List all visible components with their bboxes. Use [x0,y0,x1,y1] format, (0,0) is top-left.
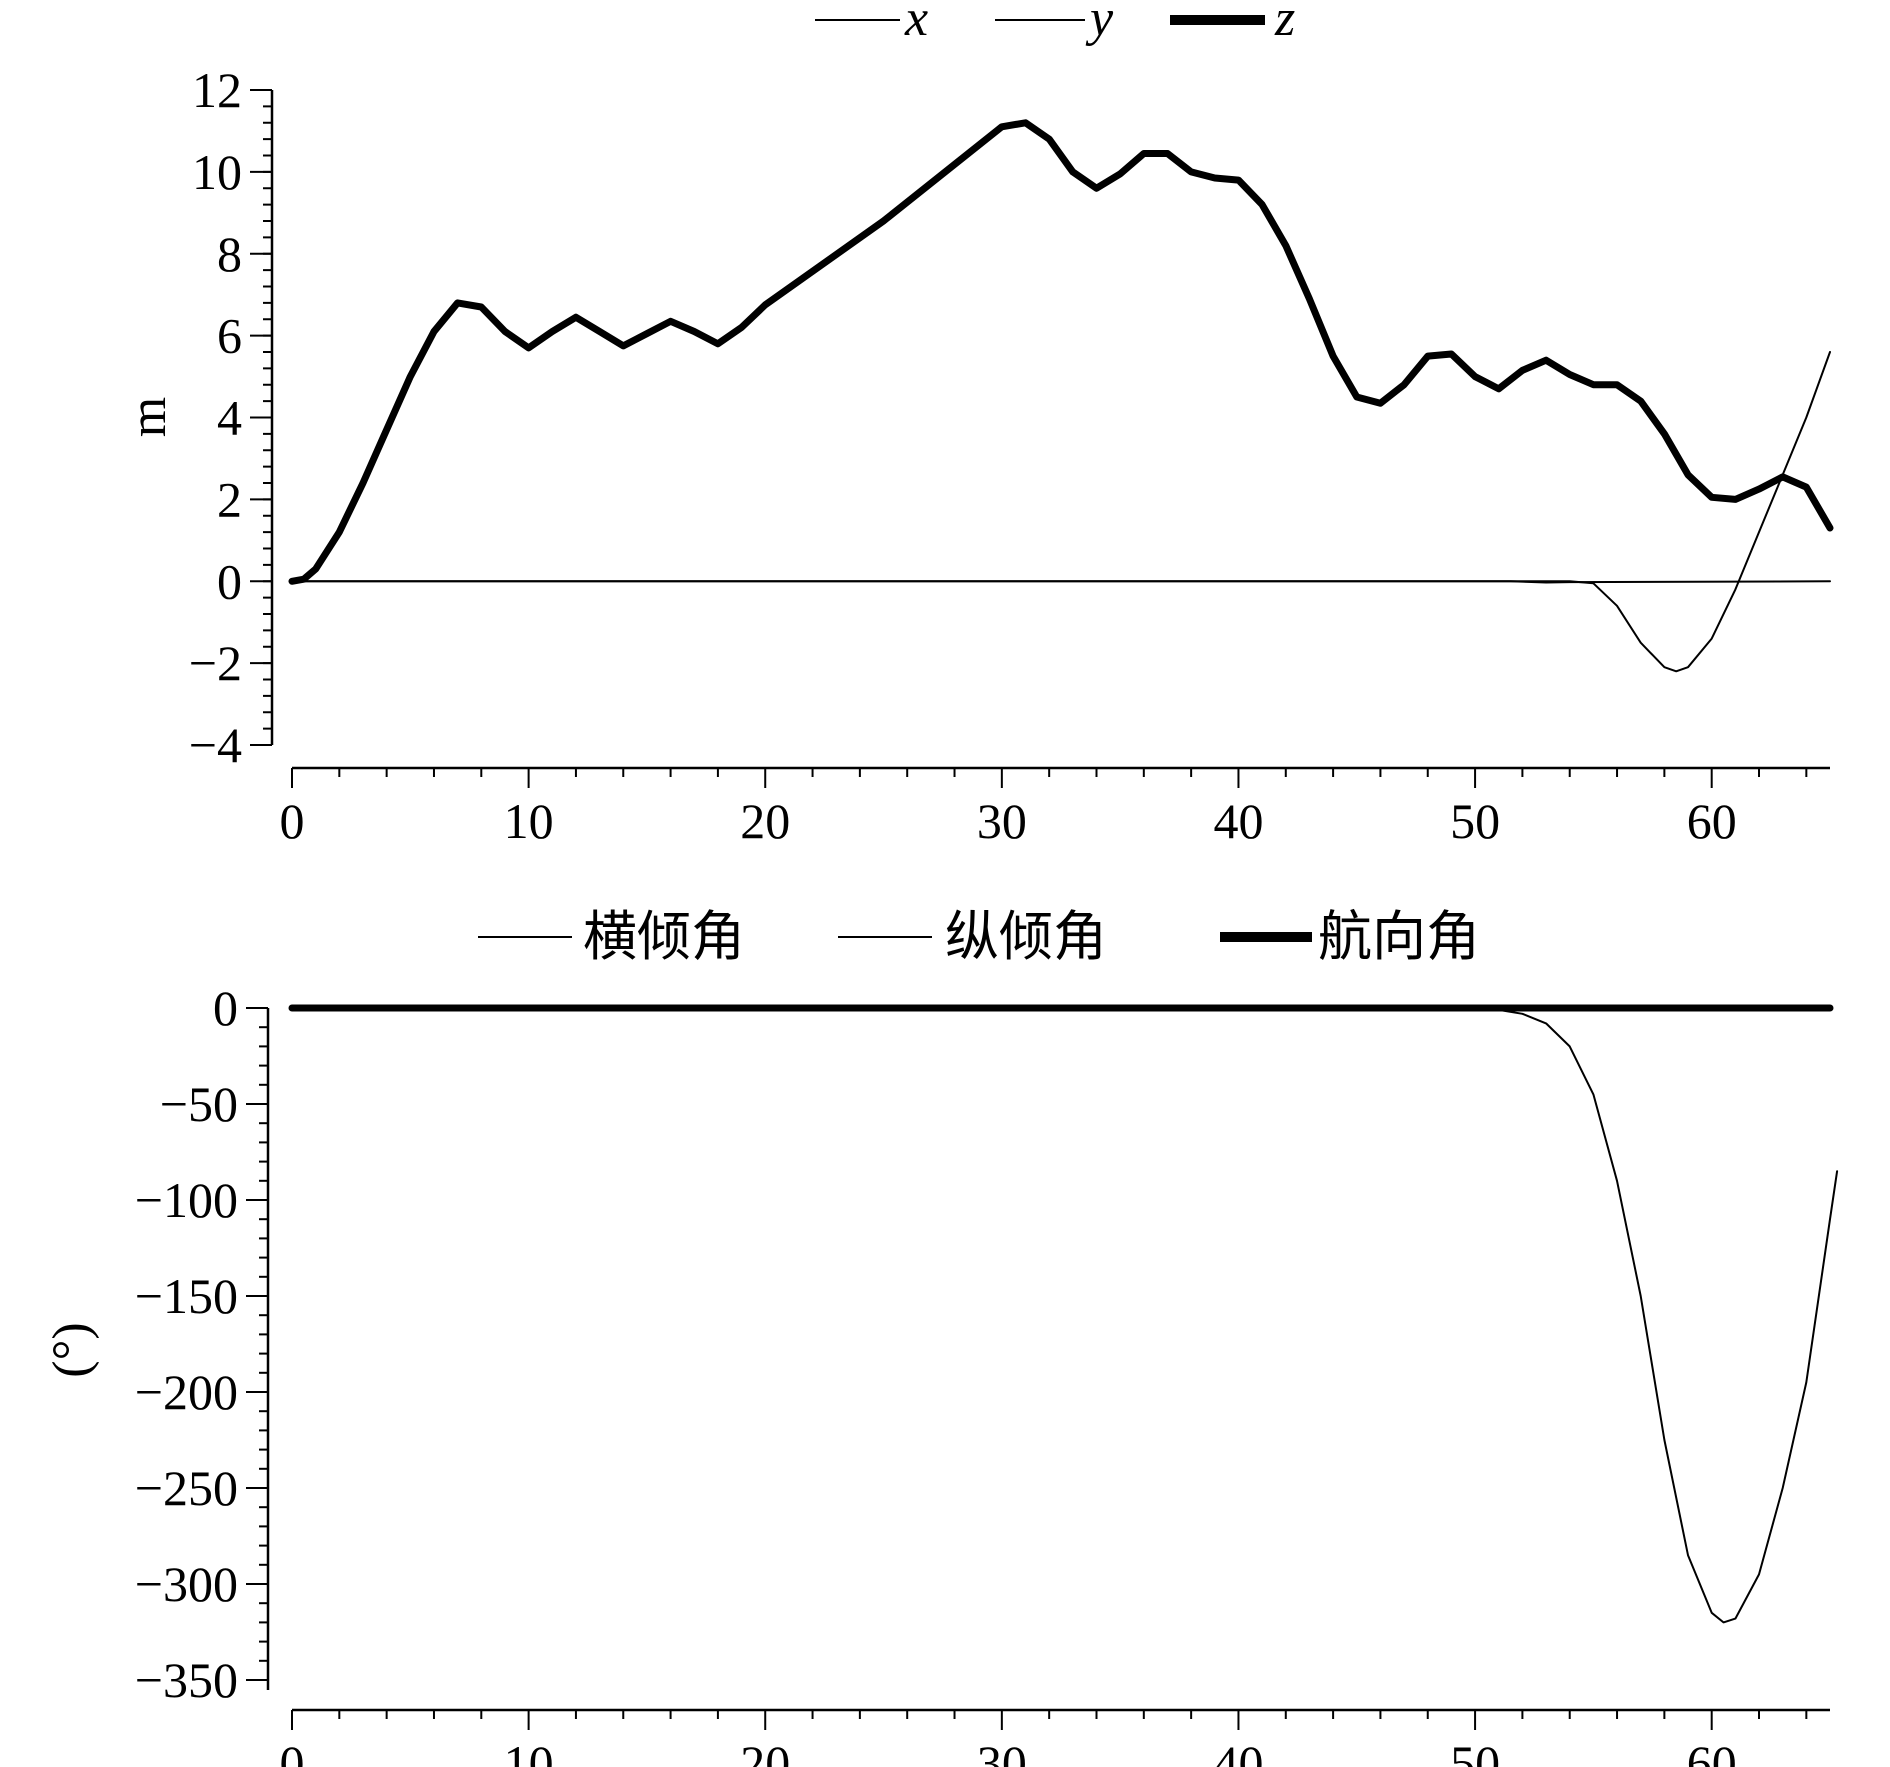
bottom-series-group [288,1004,1839,1624]
x-tick-label: 0 [280,1735,305,1767]
y-tick-label: 8 [217,226,242,282]
x-tick-label: 10 [504,1735,554,1767]
y-tick-label: 2 [217,471,242,527]
y-tick-label: 6 [217,308,242,364]
top-series-line [291,351,1831,673]
y-tick-label: 0 [213,980,238,1036]
top-series-group [288,119,1834,673]
bottom-y-axis-title: (°) [43,1322,100,1377]
y-tick-label: 4 [217,390,242,446]
legend-roll-label: 横倾角 [583,905,745,968]
x-tick-label: 30 [977,793,1027,849]
y-tick-label: −250 [135,1460,238,1516]
y-tick-label: −150 [135,1268,238,1324]
x-tick-label: 50 [1450,1735,1500,1767]
top-legend: x y z [815,0,1295,47]
x-tick-label: 0 [280,793,305,849]
legend-pitch-label: 纵倾角 [945,905,1107,968]
x-tick-label: 10 [504,793,554,849]
bottom-y-ticks: 0 −50 −100 −150 −200 −250 −300 −350 [135,980,268,1708]
y-tick-label: −200 [135,1364,238,1420]
y-tick-label: −50 [160,1076,238,1132]
y-tick-label: −100 [135,1172,238,1228]
bottom-x-ticks: 0 10 20 30 40 50 60 [280,1710,1808,1767]
x-tick-label: 20 [740,793,790,849]
y-tick-label: −300 [135,1556,238,1612]
bottom-panel: 横倾角 纵倾角 航向角 0 −50 −100 −150 −200 −250 −300 −350… [43,905,1839,1767]
y-tick-label: −2 [189,635,242,691]
x-tick-label: 60 [1687,1735,1737,1767]
x-tick-label: 50 [1450,793,1500,849]
y-tick-label: 10 [192,144,242,200]
x-tick-label: 40 [1213,1735,1263,1767]
legend-z-label: z [1274,0,1295,47]
top-y-axis-title: m [120,397,177,437]
x-tick-label: 20 [740,1735,790,1767]
bottom-legend: 横倾角 纵倾角 航向角 [478,905,1480,968]
top-x-ticks: 0 10 20 30 40 50 60 [280,768,1808,849]
legend-x-label: x [904,0,928,47]
y-tick-label: −350 [135,1652,238,1708]
x-tick-label: 40 [1213,793,1263,849]
top-series-line [288,119,1834,585]
x-tick-label: 60 [1687,793,1737,849]
y-tick-label: 12 [192,62,242,118]
x-tick-label: 30 [977,1735,1027,1767]
legend-y-label: y [1085,0,1114,47]
legend-yaw-label: 航向角 [1318,905,1480,968]
bottom-series-line [291,1007,1839,1624]
y-tick-label: −4 [189,717,242,773]
y-tick-label: 0 [217,553,242,609]
top-y-ticks: 12 10 8 6 4 2 0 −2 −4 [189,62,272,773]
